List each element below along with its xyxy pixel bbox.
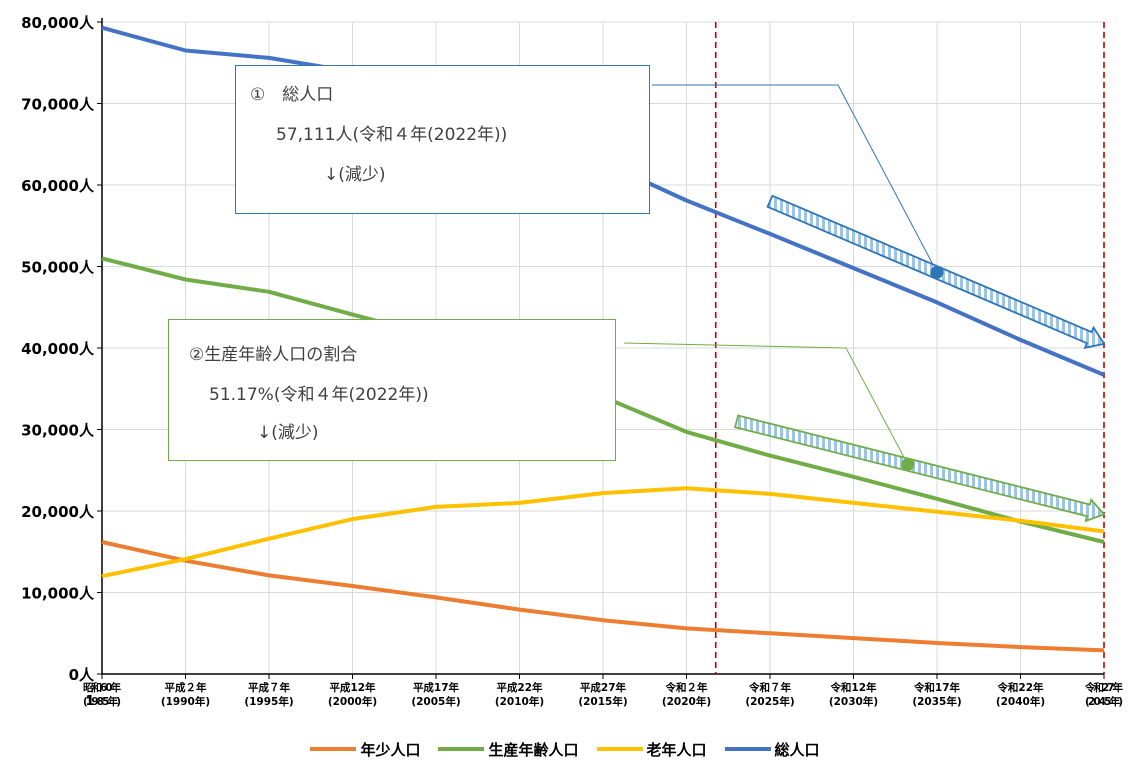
chart-legend: 年少人口 生産年齢人口 老年人口 総人口 bbox=[0, 736, 1130, 762]
x-tick-label: (2005年) bbox=[411, 695, 460, 708]
x-tick-label: 平成２年 bbox=[165, 681, 207, 694]
legend-item: 年少人口 bbox=[310, 739, 420, 760]
x-tick-label: 昭和60年 bbox=[83, 681, 122, 694]
reference-lines bbox=[714, 22, 1105, 674]
x-tick-label: (2025年) bbox=[745, 695, 794, 708]
legend-swatch bbox=[596, 747, 643, 751]
x-tick-label: 令和２年 bbox=[665, 681, 708, 694]
axes bbox=[97, 18, 1105, 679]
y-tick-label: 50,000人 bbox=[21, 259, 95, 277]
legend-swatch bbox=[724, 747, 771, 751]
x-tick-label: 平成27年 bbox=[580, 681, 627, 694]
legend-item: 総人口 bbox=[724, 739, 820, 760]
x-tick-label: (1990年) bbox=[161, 695, 210, 708]
legend-label: 生産年齢人口 bbox=[488, 740, 579, 759]
x-tick-label: (2000年) bbox=[328, 695, 377, 708]
y-tick-label: 80,000人 bbox=[21, 14, 95, 32]
callout-total-trend: ↓(減少) bbox=[324, 165, 386, 185]
trend-marker bbox=[930, 265, 944, 279]
callout-ratio-value: 51.17%(令和４年(2022年)) bbox=[209, 385, 429, 405]
x-tick-label: (2020年) bbox=[662, 695, 711, 708]
x-tick-label: 令和７年 bbox=[748, 681, 791, 694]
x-tick-label: 平成22年 bbox=[496, 681, 543, 694]
y-tick-label: 70,000人 bbox=[21, 96, 95, 114]
legend-label: 総人口 bbox=[774, 740, 820, 759]
series-line-0 bbox=[101, 540, 1105, 653]
y-tick-label: 30,000人 bbox=[21, 422, 95, 440]
x-tick-label: (2015年) bbox=[578, 695, 627, 708]
x-tick-label: (2035年) bbox=[912, 695, 961, 708]
y-tick-label: 0人 bbox=[69, 666, 95, 684]
x-tick-label: (2040年) bbox=[996, 695, 1045, 708]
y-tick-label: 60,000人 bbox=[21, 177, 95, 195]
callout-leader-total bbox=[652, 84, 938, 273]
callout-total-population: ① 総人口 57,111人(令和４年(2022年)) ↓(減少) bbox=[235, 65, 650, 214]
x-tick-label: 平成17年 bbox=[413, 681, 460, 694]
series-line-2 bbox=[101, 486, 1105, 579]
x-tick-label: 平成７年 bbox=[248, 681, 290, 694]
trend-arrows bbox=[734, 194, 1106, 523]
legend-swatch bbox=[310, 747, 357, 751]
x-tick-label: (1985年) bbox=[83, 695, 121, 708]
callout-leader-ratio bbox=[623, 342, 909, 465]
trend-arrow bbox=[734, 414, 1106, 523]
y-tick-label: 10,000人 bbox=[21, 585, 95, 603]
trend-marker bbox=[901, 458, 915, 472]
legend-item: 老年人口 bbox=[596, 739, 707, 760]
y-tick-label: 40,000人 bbox=[21, 340, 95, 358]
callout-total-value: 57,111人(令和４年(2022年)) bbox=[276, 125, 508, 145]
legend-swatch bbox=[438, 747, 485, 751]
x-tick-label: (2010年) bbox=[495, 695, 544, 708]
legend-item: 生産年齢人口 bbox=[438, 739, 579, 760]
callout-ratio-title: ②生産年齢人口の割合 bbox=[189, 345, 358, 365]
x-tick-label: 令和12年 bbox=[829, 681, 877, 694]
x-tick-label: 令和22年 bbox=[996, 681, 1044, 694]
y-tick-label: 20,000人 bbox=[21, 503, 95, 521]
x-tick-label: (2045年) bbox=[1085, 695, 1123, 708]
callout-ratio-trend: ↓(減少) bbox=[257, 423, 319, 443]
x-tick-label: (1995年) bbox=[244, 695, 293, 708]
tick-labels: 0人 10,000人 20,000人 30,000人 40,000人 50,000人 60,… bbox=[21, 14, 1123, 709]
legend-label: 老年人口 bbox=[646, 740, 707, 759]
x-tick-label: (2030年) bbox=[829, 695, 878, 708]
x-tick-label: 平成12年 bbox=[329, 681, 376, 694]
x-axis-marker: 1 bbox=[85, 694, 94, 709]
x-tick-label: 令和17年 bbox=[913, 681, 961, 694]
x-tick-label: 令和27年 bbox=[1084, 681, 1124, 694]
callout-working-age-ratio: ②生産年齢人口の割合 51.17%(令和４年(2022年)) ↓(減少) bbox=[168, 319, 616, 461]
legend-label: 年少人口 bbox=[360, 740, 421, 759]
callout-total-title: ① 総人口 bbox=[250, 85, 334, 105]
callout-leaders bbox=[623, 84, 938, 465]
